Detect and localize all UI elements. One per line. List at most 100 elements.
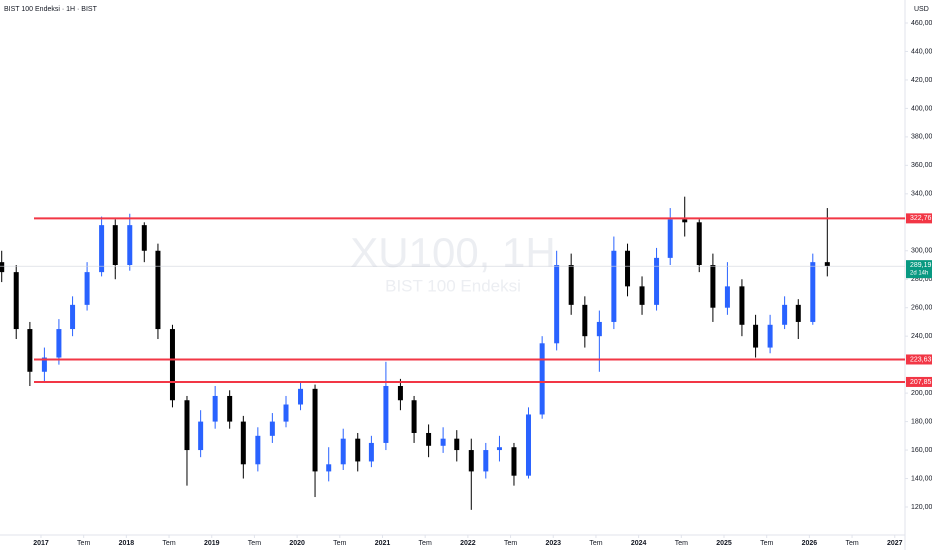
x-tick-label: Tem <box>419 540 432 547</box>
candle-body <box>696 222 702 265</box>
y-tick-label: 120,00 <box>911 504 932 511</box>
candle-body <box>227 395 233 422</box>
x-tick-label: 2023 <box>545 540 561 547</box>
level-label: 322,76 <box>910 215 932 222</box>
candle-body <box>468 450 474 472</box>
candle-body <box>84 272 90 305</box>
y-tick-label: 260,00 <box>911 305 932 312</box>
candle-body <box>724 286 730 308</box>
candle-body <box>654 257 660 305</box>
x-tick-label: 2024 <box>631 540 647 547</box>
y-tick-label: 380,00 <box>911 134 932 141</box>
candle-body <box>667 219 673 258</box>
y-tick-label: 360,00 <box>911 162 932 169</box>
candle-body <box>127 225 133 265</box>
candle-body <box>240 421 246 465</box>
candle-body <box>582 304 588 337</box>
level-label: 207,85 <box>910 379 932 386</box>
x-tick-label: 2027 <box>887 540 903 547</box>
last-countdown: 2d 14h <box>910 271 928 277</box>
candle-body <box>710 265 716 308</box>
candle-body <box>169 329 175 401</box>
y-tick-label: 160,00 <box>911 447 932 454</box>
candle-body <box>440 438 446 446</box>
candle-body <box>0 262 5 273</box>
candle-body <box>198 421 204 451</box>
y-tick-label: 420,00 <box>911 77 932 84</box>
candle-body <box>782 304 788 325</box>
candle-body <box>682 219 688 223</box>
candle-body <box>368 442 374 462</box>
x-tick-label: 2019 <box>204 540 220 547</box>
candle-body <box>312 388 318 472</box>
candle-body <box>625 250 631 287</box>
candle-body <box>426 432 432 446</box>
candle-body <box>511 447 517 476</box>
last-price-box <box>906 260 932 279</box>
candle-body <box>141 225 147 251</box>
x-tick-label: 2021 <box>375 540 391 547</box>
watermark: XU100, 1H <box>350 229 555 276</box>
level-label-box <box>906 213 932 224</box>
candle-body <box>355 438 361 462</box>
candle-body <box>269 421 275 436</box>
y-tick-label: 400,00 <box>911 105 932 112</box>
candle-body <box>340 438 346 465</box>
candle-body <box>810 262 816 322</box>
candle-body <box>155 250 161 330</box>
candle-body <box>596 321 602 337</box>
y-tick-label: 280,00 <box>911 276 932 283</box>
x-tick-label: Tem <box>77 540 90 547</box>
candle-body <box>184 400 190 451</box>
candle-body <box>27 329 33 372</box>
x-tick-label: 2018 <box>119 540 135 547</box>
x-tick-label: 2025 <box>716 540 732 547</box>
y-tick-label: 340,00 <box>911 191 932 198</box>
candle-body <box>70 304 76 330</box>
y-tick-label: 300,00 <box>911 248 932 255</box>
candle-body <box>41 357 47 372</box>
x-tick-label: Tem <box>675 540 688 547</box>
y-tick-label: 440,00 <box>911 48 932 55</box>
level-label-box <box>906 376 932 387</box>
y-tick-label: 180,00 <box>911 418 932 425</box>
x-tick-label: Tem <box>845 540 858 547</box>
candle-body <box>739 286 745 325</box>
x-tick-label: Tem <box>589 540 602 547</box>
level-label: 223,63 <box>910 356 932 363</box>
candle-body <box>767 324 773 348</box>
candle-body <box>13 272 19 330</box>
candle-body <box>298 388 304 405</box>
candle-body <box>326 464 332 472</box>
last-price-label: 289,19 <box>910 262 932 269</box>
candle-body <box>212 395 218 422</box>
x-tick-label: 2022 <box>460 540 476 547</box>
candle-body <box>539 343 545 415</box>
y-tick-label: 200,00 <box>911 390 932 397</box>
x-tick-label: 2026 <box>802 540 818 547</box>
x-tick-label: Tem <box>333 540 346 547</box>
candle-body <box>383 386 389 443</box>
x-tick-label: Tem <box>162 540 175 547</box>
candle-body <box>824 262 830 267</box>
candle-body <box>753 324 759 348</box>
candle-body <box>397 386 403 401</box>
candle-body <box>496 447 502 451</box>
x-tick-label: Tem <box>760 540 773 547</box>
candle-body <box>112 225 118 265</box>
candle-body <box>639 286 645 305</box>
candle-body <box>454 438 460 451</box>
candle-body <box>255 435 261 465</box>
candle-body <box>525 414 531 476</box>
y-tick-label: 460,00 <box>911 20 932 27</box>
watermark-subtitle: BIST 100 Endeksi <box>385 276 521 295</box>
currency: USD <box>914 6 929 13</box>
candle-body <box>554 265 560 344</box>
level-label-box <box>906 354 932 365</box>
candle-body <box>611 250 617 322</box>
x-tick-label: 2017 <box>33 540 49 547</box>
y-tick-label: 240,00 <box>911 333 932 340</box>
